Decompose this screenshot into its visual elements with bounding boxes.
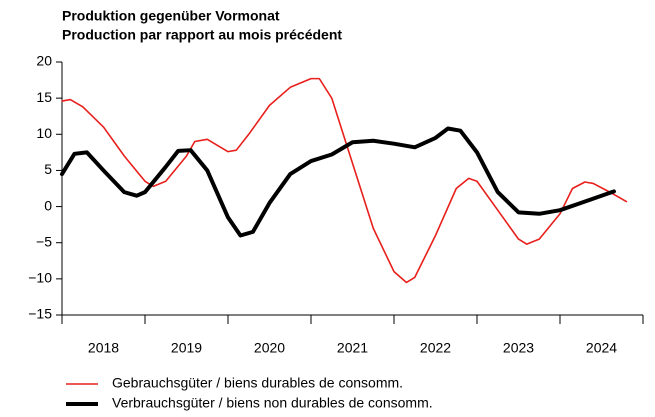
chart-subtitle: Production par rapport au mois précédent (62, 27, 342, 43)
y-tick-label: 0 (44, 197, 52, 213)
legend-label: Verbrauchsgüter / biens non durables de … (112, 395, 433, 411)
x-tick-label: 2018 (88, 340, 119, 356)
y-tick-label: 5 (44, 161, 52, 177)
y-tick-label: 10 (36, 125, 52, 141)
data-line (60, 126, 616, 238)
y-tick-label: 20 (36, 53, 52, 69)
x-tick-label: 2021 (337, 340, 368, 356)
y-tick-label: −10 (28, 270, 52, 286)
legend-label: Gebrauchsgüter / biens durables de conso… (112, 375, 403, 391)
x-tick-label: 2022 (420, 340, 451, 356)
x-tick-label: 2023 (503, 340, 534, 356)
x-tick-label: 2024 (586, 340, 617, 356)
data-line (61, 77, 628, 284)
chart-title: Produktion gegenüber Vormonat (62, 8, 280, 24)
y-tick-label: −15 (28, 306, 52, 322)
x-tick-label: 2019 (171, 340, 202, 356)
y-tick-label: 15 (36, 89, 52, 105)
y-tick-label: −5 (36, 233, 52, 249)
x-tick-label: 2020 (254, 340, 285, 356)
